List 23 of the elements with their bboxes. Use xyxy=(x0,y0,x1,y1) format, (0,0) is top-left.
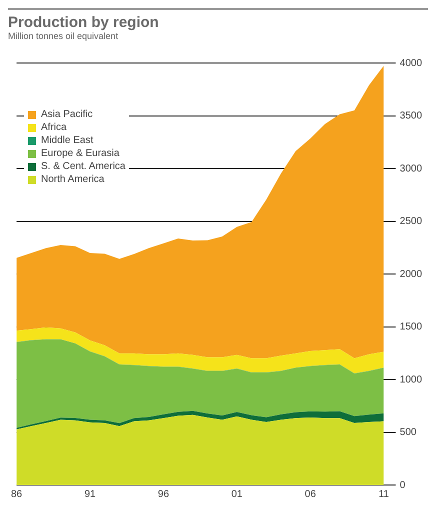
legend-label: Middle East xyxy=(41,134,94,147)
x-tick-label: 06 xyxy=(304,488,316,500)
legend-label: North America xyxy=(41,173,104,186)
y-tick-label: 500 xyxy=(400,427,417,438)
legend-label: Asia Pacific xyxy=(41,108,93,121)
x-tick-label: 86 xyxy=(11,488,23,500)
y-tick-label: 1500 xyxy=(400,322,422,332)
y-tick-label: 1000 xyxy=(400,374,422,386)
x-tick-label: 91 xyxy=(84,488,96,500)
y-tick-label: 0 xyxy=(400,480,406,491)
x-tick-label: 96 xyxy=(158,488,170,500)
y-tick-label: 2500 xyxy=(400,216,422,227)
legend-label: S. & Cent. America xyxy=(41,160,126,173)
chart-title: Production by region xyxy=(8,14,160,31)
y-tick-label: 4000 xyxy=(400,58,422,69)
chart-subtitle: Million tonnes oil equivalent xyxy=(8,31,120,41)
y-tick-label: 3000 xyxy=(400,163,422,174)
y-tick-label: 3500 xyxy=(400,110,422,122)
legend-label: Africa xyxy=(41,121,67,134)
x-tick-label: 01 xyxy=(231,488,243,500)
legend-label: Europe & Eurasia xyxy=(41,147,120,160)
x-tick-label: 11 xyxy=(378,488,390,500)
y-tick-label: 2000 xyxy=(400,268,422,280)
